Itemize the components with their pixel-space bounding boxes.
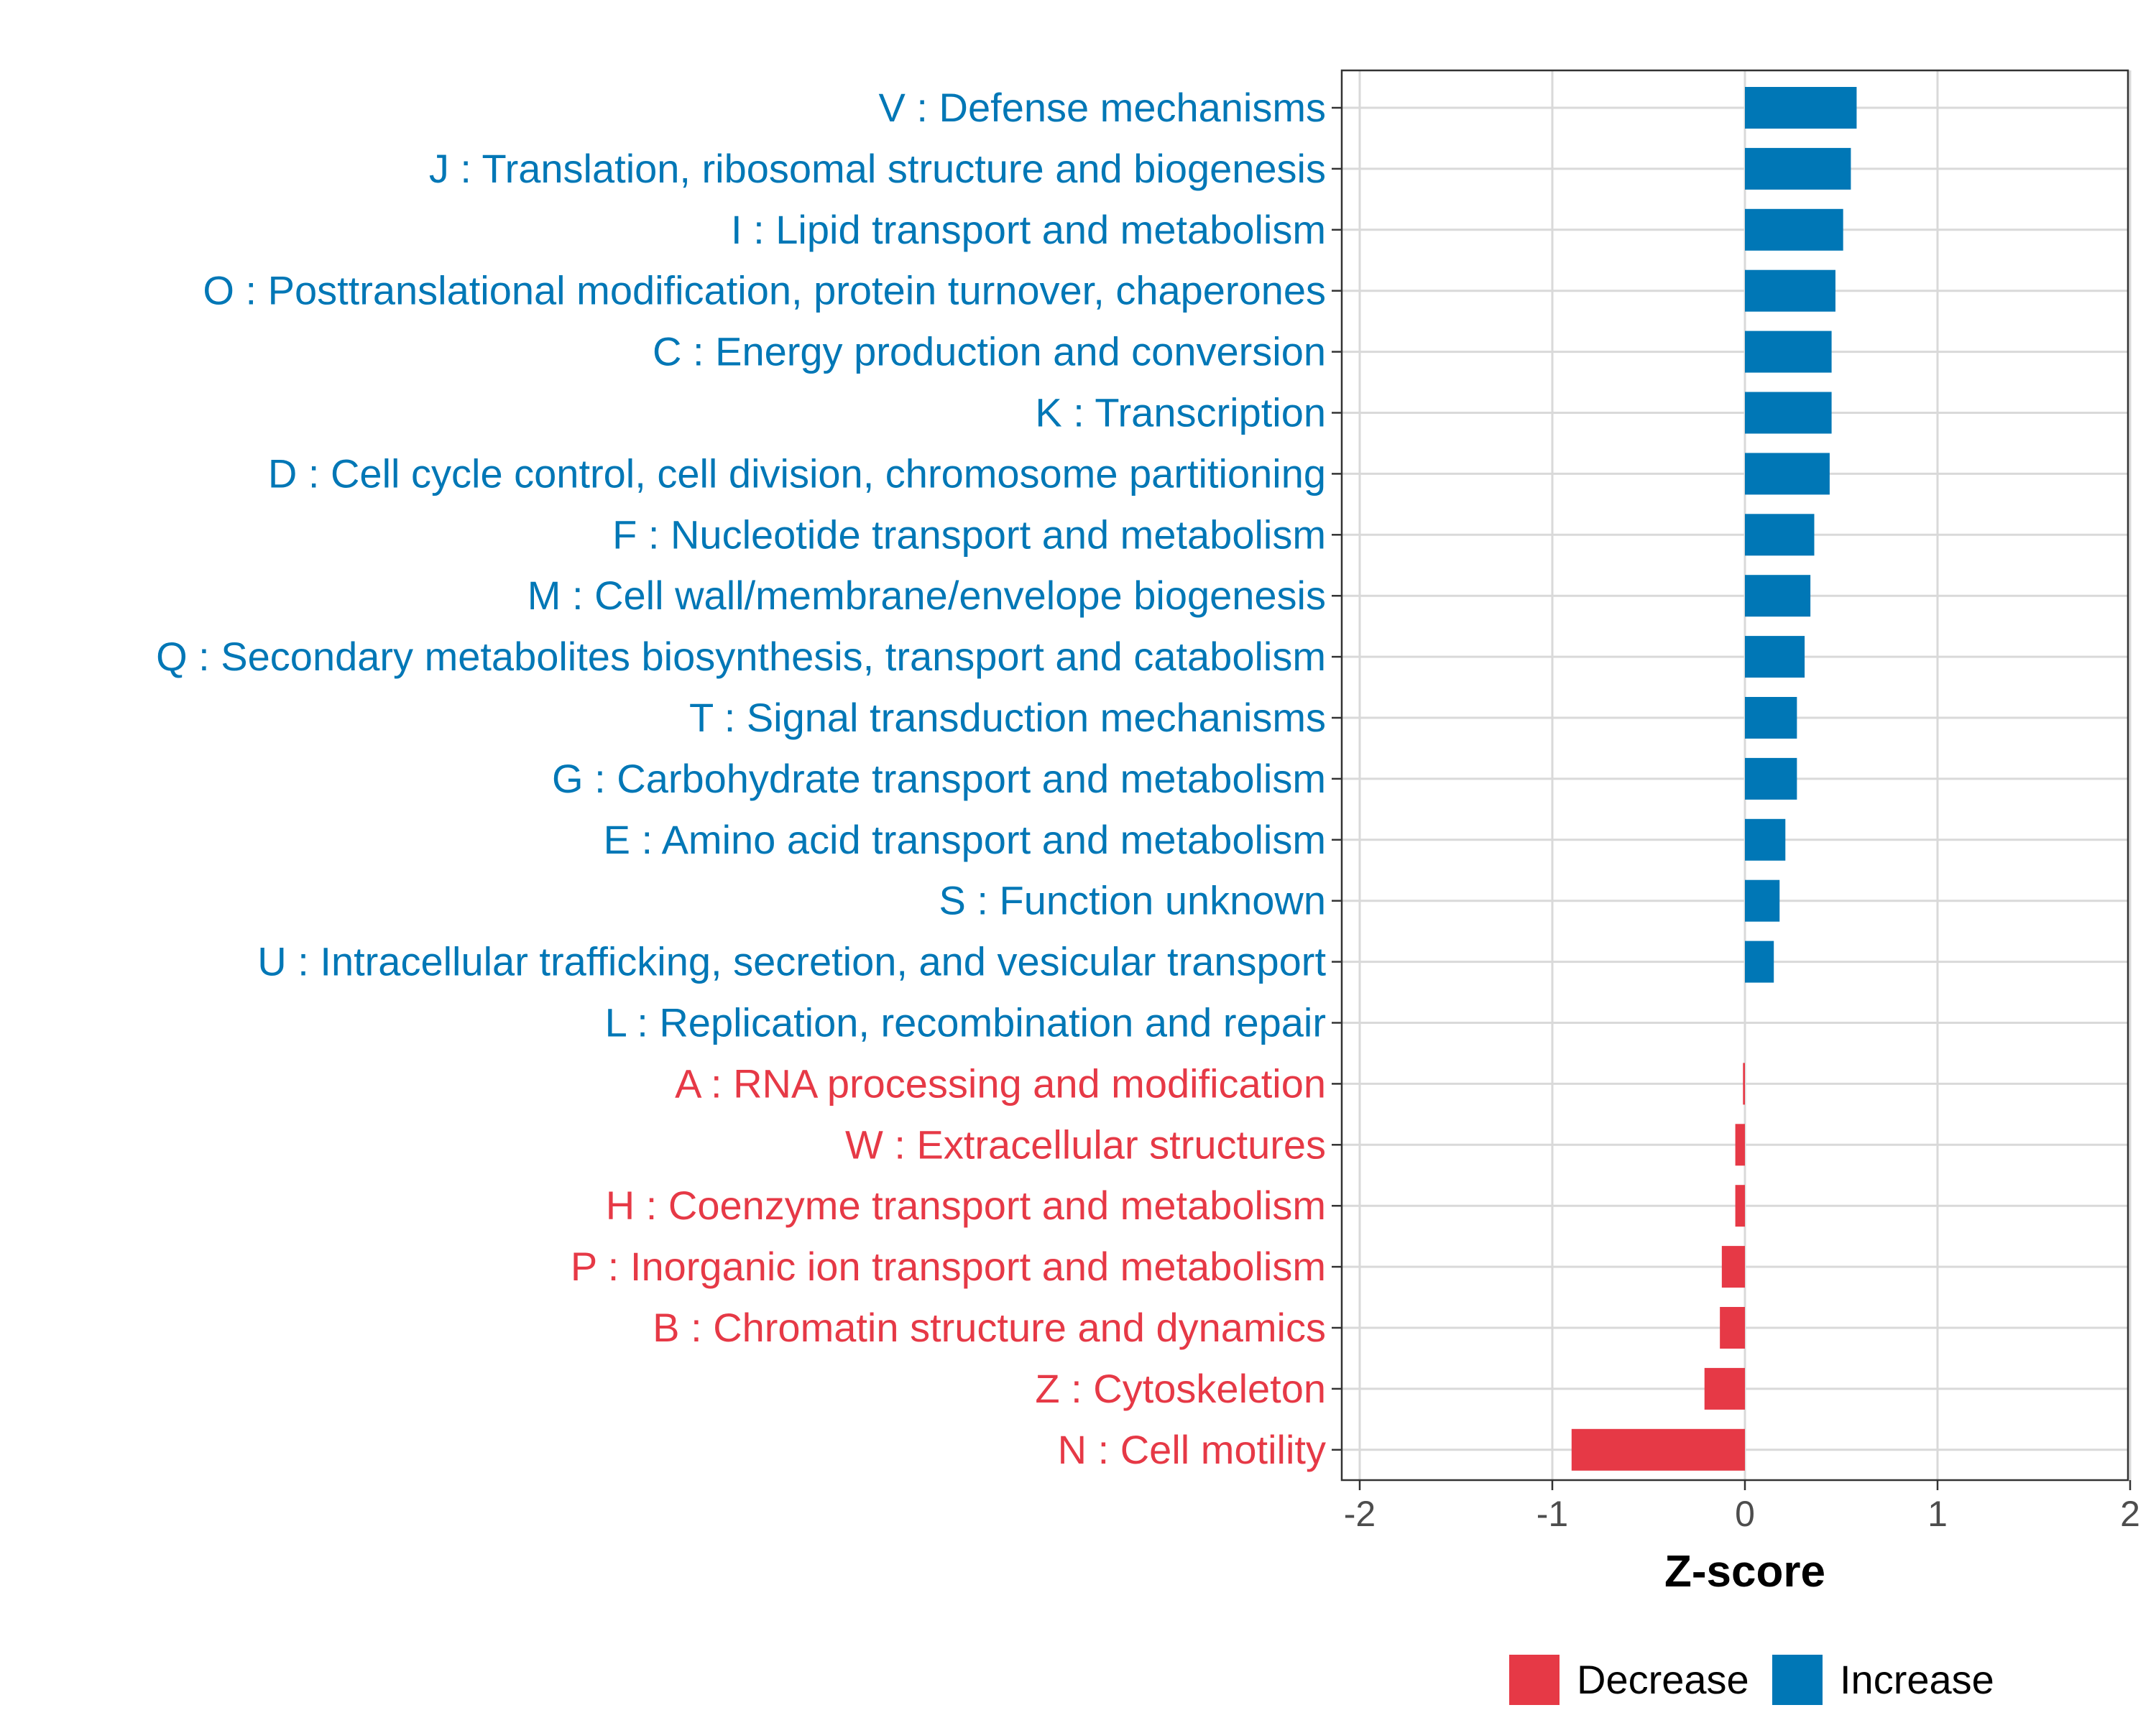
bar-p [1721, 1246, 1745, 1288]
bar-e [1745, 818, 1786, 861]
y-tick-label: W : Extracellular structures [845, 1122, 1326, 1167]
bar-o [1745, 269, 1835, 312]
x-tick-label: 1 [1927, 1494, 1948, 1534]
x-tick-label: -2 [1344, 1494, 1376, 1534]
bar-b [1720, 1307, 1745, 1349]
bar-m [1745, 575, 1811, 617]
bar-c [1745, 331, 1832, 373]
y-tick-label: D : Cell cycle control, cell division, c… [268, 451, 1326, 496]
bars [1571, 87, 1857, 1471]
y-tick-label: T : Signal transduction mechanisms [689, 695, 1326, 740]
bar-h [1735, 1185, 1745, 1227]
bar-d [1745, 453, 1830, 495]
bar-a [1743, 1063, 1745, 1105]
legend-key-increase [1772, 1655, 1823, 1705]
bar-q [1745, 636, 1805, 678]
y-tick-label: F : Nucleotide transport and metabolism [612, 512, 1326, 557]
bar-s [1745, 879, 1780, 922]
y-tick-label: B : Chromatin structure and dynamics [653, 1305, 1326, 1350]
bar-g [1745, 757, 1797, 800]
y-axis-ticks [1332, 106, 1342, 1451]
x-tick-label: 2 [2120, 1494, 2140, 1534]
plot-panel-border [1340, 69, 2129, 1482]
y-tick-label: Z : Cytoskeleton [1035, 1366, 1326, 1411]
y-tick-label: J : Translation, ribosomal structure and… [429, 146, 1326, 191]
x-tick-label: -1 [1537, 1494, 1568, 1534]
bar-u [1745, 941, 1774, 983]
legend-label-decrease: Decrease [1577, 1657, 1749, 1702]
y-tick-label: P : Inorganic ion transport and metaboli… [571, 1244, 1326, 1289]
bar-w [1735, 1124, 1745, 1166]
y-tick-label: C : Energy production and conversion [653, 329, 1326, 374]
bar-t [1745, 697, 1797, 739]
bar-i [1745, 208, 1843, 251]
legend-key-decrease [1509, 1655, 1560, 1705]
x-tick-label: 0 [1735, 1494, 1755, 1534]
y-tick-label: G : Carbohydrate transport and metabolis… [552, 756, 1326, 801]
bar-v [1745, 87, 1857, 129]
y-tick-label: N : Cell motility [1058, 1427, 1326, 1472]
y-tick-label: H : Coenzyme transport and metabolism [606, 1183, 1326, 1228]
y-tick-label: O : Posttranslational modification, prot… [203, 268, 1326, 313]
y-tick-label: U : Intracellular trafficking, secretion… [257, 939, 1326, 984]
bar-n [1571, 1428, 1745, 1471]
bar-j [1745, 147, 1851, 190]
bar-k [1745, 392, 1832, 434]
bar-z [1704, 1367, 1745, 1410]
y-tick-label: M : Cell wall/membrane/envelope biogenes… [528, 573, 1326, 618]
bar-f [1745, 514, 1815, 556]
legend-label-increase: Increase [1840, 1657, 1994, 1702]
y-tick-label: V : Defense mechanisms [879, 85, 1326, 130]
y-tick-label: K : Transcription [1035, 390, 1326, 435]
y-axis-category-labels: V : Defense mechanisms J : Translation, r… [156, 85, 1326, 1472]
y-tick-label: A : RNA processing and modification [675, 1061, 1326, 1106]
x-axis-title: Z-score [1664, 1547, 1825, 1597]
legend: Decrease Increase [1509, 1655, 1994, 1705]
y-tick-label: S : Function unknown [939, 878, 1326, 923]
y-tick-label: E : Amino acid transport and metabolism [604, 817, 1326, 862]
y-tick-label: Q : Secondary metabolites biosynthesis, … [156, 634, 1326, 679]
y-tick-label: L : Replication, recombination and repai… [605, 1000, 1326, 1045]
y-tick-label: I : Lipid transport and metabolism [731, 207, 1326, 252]
x-axis-ticks: -2 -1 0 1 2 [1344, 1480, 2140, 1534]
